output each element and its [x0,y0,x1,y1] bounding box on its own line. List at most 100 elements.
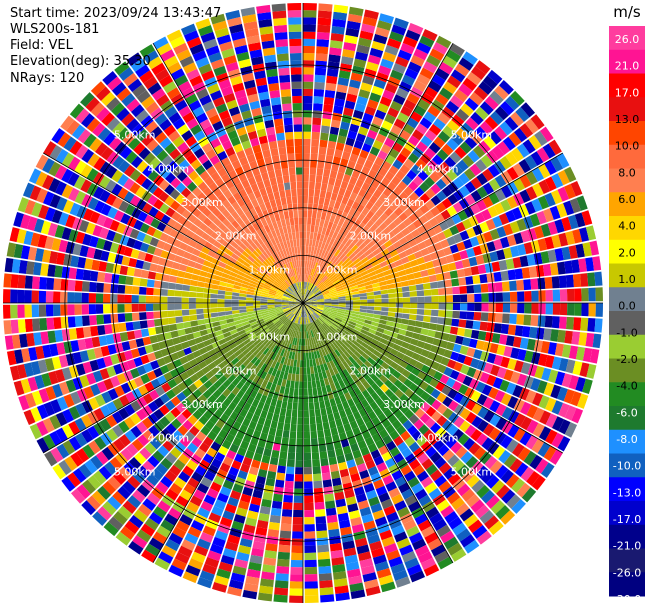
range-gate [350,315,359,321]
range-gate [67,292,75,303]
range-gate [314,328,320,336]
range-gate [452,177,465,189]
range-gate [303,395,309,403]
range-gate [338,300,346,303]
range-gate [307,374,312,382]
range-gate [545,413,558,428]
range-gate [432,42,448,55]
range-gate [337,273,345,280]
range-gate [328,286,336,292]
range-gate [436,403,448,415]
range-gate [317,326,323,334]
range-gate [284,182,291,191]
range-gate [322,479,333,488]
range-gate [341,343,349,351]
range-gate [507,424,520,438]
range-gate [595,303,603,317]
range-gate [327,413,335,422]
range-gate [312,277,318,285]
range-gate [402,217,413,227]
range-gate [361,326,370,332]
range-gate [447,424,459,436]
range-gate [117,304,125,313]
range-gate [296,438,303,446]
range-gate [558,316,567,330]
range-gate [407,343,417,352]
range-gate [315,53,328,62]
range-gate [458,83,473,97]
range-gate [378,222,388,231]
range-gate [326,147,335,157]
range-gate [314,189,321,198]
range-gate [488,292,496,302]
range-gate [89,315,97,326]
range-gate [398,328,407,336]
range-gate [587,317,596,332]
range-gate [589,240,600,256]
range-gate [494,106,509,121]
range-gate [352,328,361,335]
range-gate [10,274,19,289]
range-gate [131,286,140,295]
range-gate [384,357,393,366]
range-gate [285,131,294,140]
range-gate [280,89,291,97]
range-gate [459,285,468,294]
range-gate [314,289,321,295]
range-gate [303,45,315,54]
range-gate [375,240,384,248]
range-gate [385,257,395,265]
range-gate [354,378,362,387]
range-gate [324,259,330,267]
range-gate [303,238,306,246]
range-gate [117,313,126,323]
range-gate [397,222,407,232]
range-gate [353,139,364,150]
range-gate [561,344,572,358]
range-gate [362,260,371,267]
range-gate [467,294,475,303]
range-gate [513,127,528,143]
range-gate [380,235,390,244]
range-gate [289,387,295,396]
range-gate [317,263,323,272]
range-gate [323,242,329,251]
range-gate [278,67,290,76]
range-gate [444,156,457,169]
range-gate [311,124,321,133]
range-gate [414,361,424,371]
range-gate [476,530,492,545]
range-gate [446,205,458,217]
range-gate [322,331,329,339]
range-gate [309,305,317,309]
range-gate [485,494,500,509]
range-gate [427,267,436,276]
range-gate [385,481,398,492]
range-gate [333,201,341,210]
range-gate [401,447,413,459]
range-gate [325,346,332,354]
range-gate [338,187,346,197]
range-gate [392,142,404,153]
range-gate [513,178,526,192]
range-gate [564,422,578,438]
range-gate [374,156,385,167]
range-gate [303,60,315,68]
range-gate [81,304,90,315]
range-gate [400,105,413,117]
range-gate [336,250,344,259]
range-gate [124,285,133,295]
range-gate [346,348,354,356]
range-gate [285,473,295,482]
range-gate [288,438,296,446]
range-gate [455,335,464,345]
range-gate [438,310,446,318]
range-gate [81,292,89,303]
range-gate [494,390,506,403]
range-gate [188,297,196,303]
range-gate [394,259,403,267]
range-gate [558,232,569,247]
range-gate [343,205,352,214]
range-gate [317,318,324,325]
range-gate [438,256,448,266]
